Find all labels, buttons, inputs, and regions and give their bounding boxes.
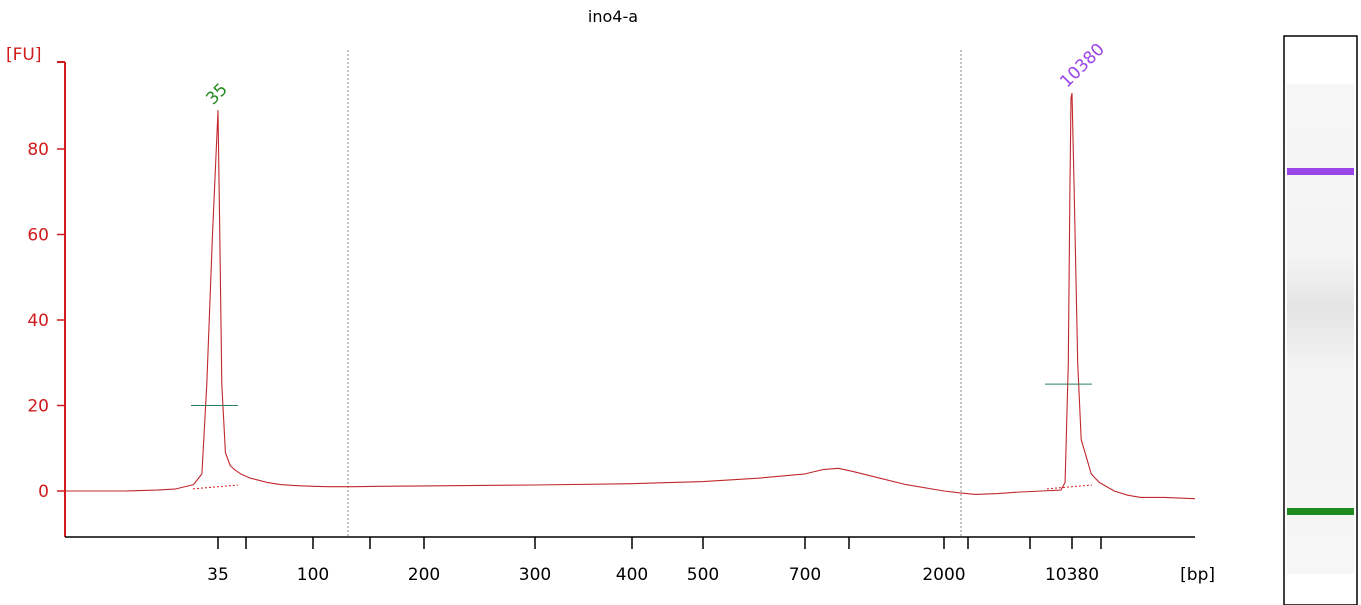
chart-title: ino4-a [588, 7, 638, 26]
peak-label: 35 [202, 80, 231, 109]
x-tick-label: 200 [408, 565, 440, 585]
series-layer [65, 92, 1196, 500]
y-tick-label: 0 [38, 482, 49, 502]
series-line [65, 92, 1196, 500]
peak-baseline [192, 484, 239, 490]
y-tick-label: 20 [27, 397, 49, 417]
y-axis-label: [FU] [6, 45, 42, 65]
peak-label: 10380 [1056, 40, 1108, 92]
y-tick-label: 80 [27, 140, 49, 160]
peak-baseline [1046, 484, 1093, 490]
axes: 0 20 40 60 80 [FU] 35 100 200 300 400 500 700 2000 103… [6, 45, 1215, 585]
x-tick-label: 500 [687, 565, 719, 585]
x-tick-label: 2000 [922, 565, 965, 585]
gel-lane [1283, 35, 1358, 605]
x-tick-label: 300 [519, 565, 551, 585]
gel-lane-background [1287, 84, 1354, 574]
gel-band-lower [1287, 508, 1354, 515]
x-tick-label: 400 [616, 565, 648, 585]
y-tick-label: 40 [27, 311, 49, 331]
peak-annotations: 35 10380 [191, 40, 1109, 490]
x-tick-label: 35 [207, 565, 229, 585]
region-markers [347, 50, 962, 537]
gel-band-upper [1287, 168, 1354, 175]
x-axis-label: [bp] [1180, 565, 1215, 585]
x-tick-label: 100 [297, 565, 329, 585]
x-tick-label: 700 [789, 565, 821, 585]
y-tick-label: 60 [27, 226, 49, 246]
x-tick-label: 10380 [1045, 565, 1099, 585]
